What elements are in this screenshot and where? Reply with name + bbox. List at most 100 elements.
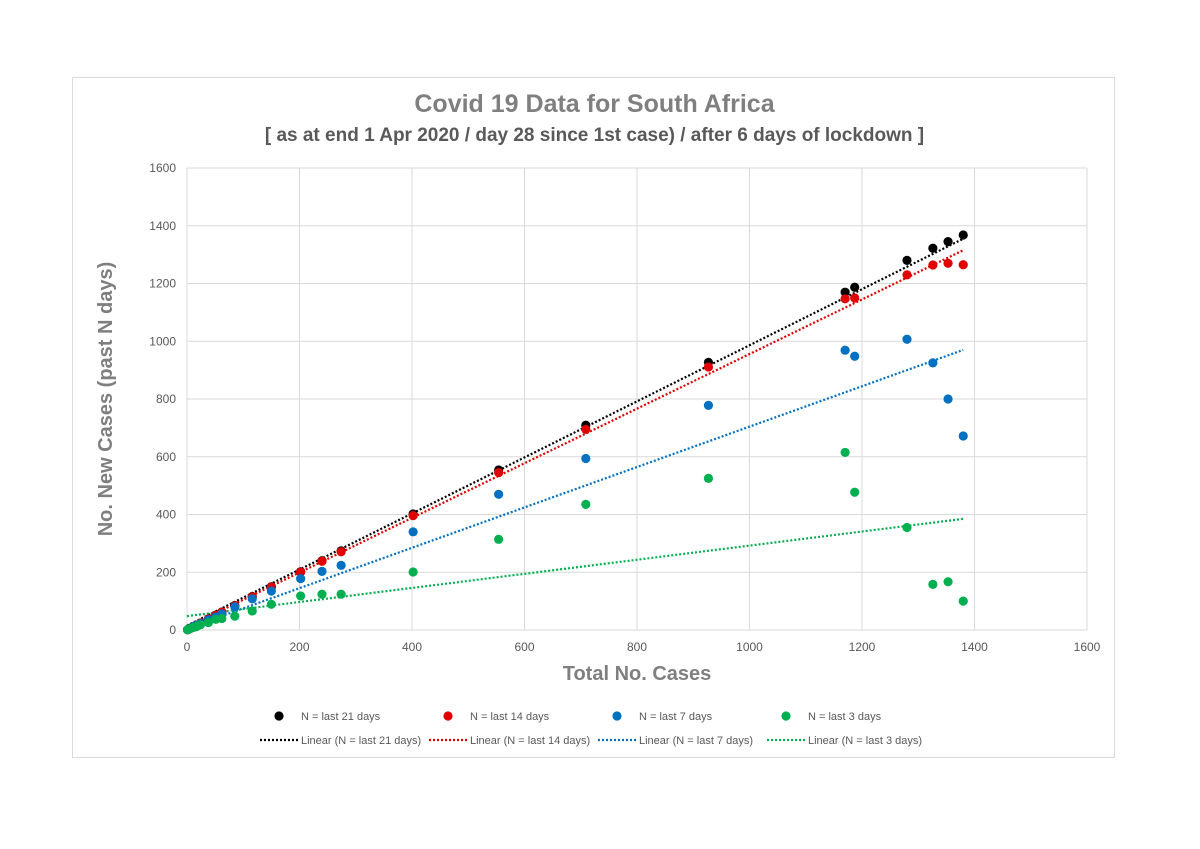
- x-tick-label: 0: [184, 640, 191, 654]
- legend-marker: [274, 711, 284, 721]
- data-point: [296, 591, 306, 601]
- legend: N = last 21 days N = last 14 days N = last…: [260, 711, 922, 747]
- data-point: [336, 589, 346, 599]
- data-point: [408, 527, 418, 537]
- data-points: [182, 230, 968, 635]
- y-tick-label: 1200: [149, 277, 176, 291]
- series-group: [182, 447, 968, 635]
- x-tick-label: 1400: [961, 640, 988, 654]
- data-point: [336, 547, 346, 557]
- data-point: [902, 334, 912, 344]
- legend-label: Linear (N = last 3 days): [808, 735, 922, 747]
- y-tick-label: 800: [156, 392, 176, 406]
- data-point: [408, 511, 418, 521]
- data-point: [336, 560, 346, 570]
- data-point: [494, 534, 504, 544]
- legend-label: N = last 7 days: [639, 711, 713, 723]
- trendline: [186, 237, 964, 627]
- data-point: [840, 345, 850, 355]
- data-point: [217, 613, 227, 624]
- legend-label: Linear (N = last 21 days): [301, 735, 421, 747]
- data-point: [902, 270, 912, 280]
- data-point: [840, 447, 850, 458]
- data-point: [703, 400, 714, 410]
- data-point: [928, 358, 938, 368]
- data-point: [928, 243, 938, 253]
- data-point: [850, 282, 860, 292]
- data-point: [266, 599, 276, 609]
- data-point: [494, 468, 504, 478]
- data-point: [943, 237, 953, 247]
- data-point: [317, 566, 327, 576]
- data-point: [230, 611, 240, 621]
- data-point: [703, 473, 714, 484]
- y-tick-label: 1000: [149, 334, 176, 348]
- y-tick-label: 0: [169, 623, 176, 637]
- data-point: [902, 255, 912, 265]
- data-point: [296, 567, 306, 577]
- trendline: [186, 517, 964, 618]
- data-point: [247, 606, 257, 616]
- data-point: [943, 394, 953, 404]
- x-tick-label: 1600: [1074, 640, 1101, 654]
- legend-label: Linear (N = last 7 days): [639, 735, 753, 747]
- data-point: [494, 489, 504, 499]
- legend-label: N = last 14 days: [470, 711, 550, 723]
- x-tick-label: 200: [289, 640, 309, 654]
- data-point: [943, 577, 953, 587]
- data-point: [247, 594, 257, 604]
- data-point: [296, 574, 306, 584]
- data-point: [943, 258, 953, 268]
- data-point: [317, 556, 327, 566]
- legend-marker: [612, 711, 622, 721]
- chart-frame: Covid 19 Data for South Africa [ as at e…: [72, 77, 1115, 758]
- data-point: [958, 431, 968, 441]
- data-point: [850, 351, 860, 361]
- y-tick-label: 400: [156, 508, 176, 522]
- data-point: [230, 602, 240, 612]
- data-point: [840, 287, 850, 297]
- data-point: [958, 230, 968, 240]
- data-point: [928, 579, 938, 589]
- data-point: [266, 586, 276, 596]
- data-point: [203, 617, 213, 628]
- x-tick-label: 1000: [736, 640, 763, 654]
- data-point: [958, 596, 968, 606]
- trendlines: [186, 237, 964, 630]
- data-point: [703, 362, 714, 372]
- data-point: [581, 424, 591, 434]
- x-tick-label: 1200: [849, 640, 876, 654]
- legend-label: N = last 21 days: [301, 711, 381, 723]
- data-point: [581, 499, 591, 509]
- data-point: [317, 589, 327, 599]
- data-point: [408, 567, 418, 577]
- x-tick-label: 400: [402, 640, 422, 654]
- data-point: [850, 487, 860, 497]
- series-group: [182, 334, 968, 635]
- legend-label: N = last 3 days: [808, 711, 882, 723]
- chart-title: Covid 19 Data for South Africa: [414, 90, 775, 118]
- data-point: [958, 260, 968, 270]
- legend-marker: [443, 711, 453, 721]
- legend-label: Linear (N = last 14 days): [470, 735, 590, 747]
- y-axis-title: No. New Cases (past N days): [95, 262, 117, 537]
- data-point: [840, 294, 850, 304]
- y-tick-label: 1400: [149, 219, 176, 233]
- gridlines: [186, 167, 1088, 631]
- data-point: [902, 522, 912, 533]
- x-tick-label: 600: [514, 640, 534, 654]
- trendline: [186, 348, 964, 630]
- tick-labels: 0 200 400 600 800 1000 1200 1400 1600 0 200 400 600 8…: [149, 161, 1100, 654]
- x-tick-label: 800: [627, 640, 647, 654]
- data-point: [581, 453, 591, 464]
- chart-subtitle: [ as at end 1 Apr 2020 / day 28 since 1s…: [264, 125, 925, 146]
- y-tick-label: 200: [156, 565, 176, 579]
- y-tick-label: 1600: [149, 161, 176, 175]
- data-point: [195, 620, 206, 630]
- data-point: [928, 260, 938, 270]
- legend-marker: [781, 711, 791, 721]
- x-axis-title: Total No. Cases: [563, 663, 712, 685]
- y-tick-label: 600: [156, 450, 176, 464]
- data-point: [850, 293, 860, 303]
